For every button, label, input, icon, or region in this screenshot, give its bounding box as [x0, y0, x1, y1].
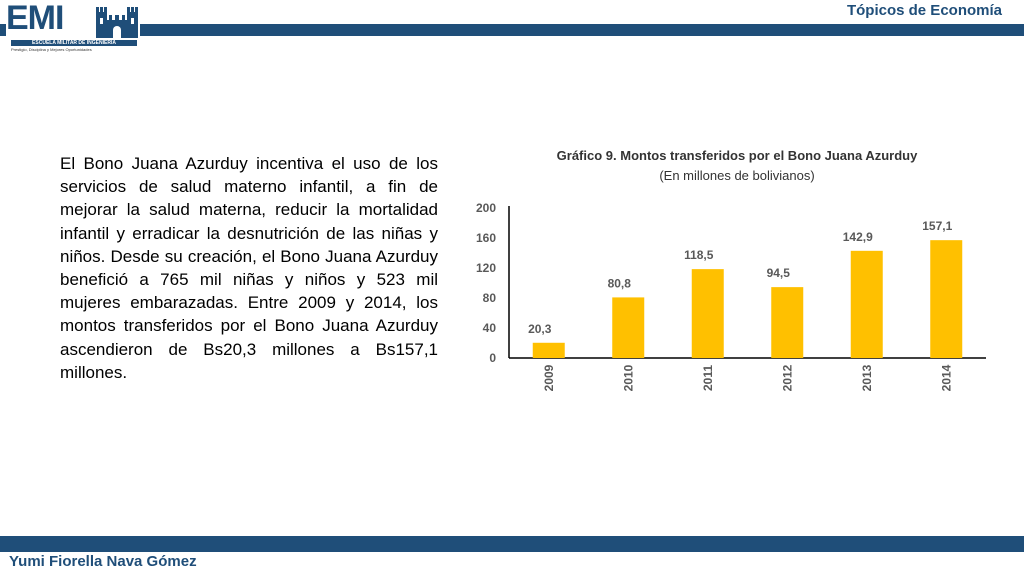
chart-title: Gráfico 9. Montos transferidos por el Bo… — [556, 148, 918, 163]
bar-2010 — [612, 297, 645, 358]
y-tick-label: 120 — [476, 261, 496, 275]
x-tick-label: 2010 — [621, 364, 635, 391]
logo-wordmark: EMI — [6, 0, 64, 37]
logo-motto: Prestigio, Disciplina y Mejores Oportuni… — [11, 47, 92, 52]
x-tick-label: 2009 — [542, 364, 556, 391]
author-name: Yumi Fiorella Nava Gómez — [9, 553, 197, 570]
chart-subtitle: (En millones de bolivianos) — [659, 168, 815, 183]
data-label: 20,3 — [528, 322, 552, 336]
course-title: Tópicos de Economía — [846, 2, 1002, 19]
y-tick-label: 160 — [476, 231, 496, 245]
y-tick-label: 200 — [476, 201, 496, 215]
body-paragraph: El Bono Juana Azurduy incentiva el uso d… — [60, 154, 438, 382]
bar-chart: 0 40 80 120 160 200 20,3 2009 80,8 2010 118,5 2011 9… — [476, 201, 986, 391]
data-label: 94,5 — [767, 266, 791, 280]
footer-bar — [0, 536, 1024, 552]
data-label: 142,9 — [843, 230, 873, 244]
x-tick-label: 2014 — [939, 364, 953, 391]
emi-logo: EMI ESCUELA MILITAR DE INGENIERIA Presti… — [6, 0, 140, 53]
data-label: 118,5 — [684, 248, 714, 262]
bar-2013 — [850, 250, 883, 358]
y-tick-label: 40 — [483, 321, 497, 335]
bar-2011 — [691, 269, 724, 358]
y-tick-label: 0 — [489, 351, 496, 365]
x-tick-label: 2011 — [701, 365, 715, 391]
header-bar — [0, 24, 1024, 36]
logo-subtitle: ESCUELA MILITAR DE INGENIERIA — [11, 40, 137, 46]
bar-2012 — [771, 287, 804, 358]
castle-icon — [96, 7, 138, 38]
x-tick-label: 2012 — [780, 364, 794, 391]
data-label: 80,8 — [608, 276, 632, 290]
y-tick-label: 80 — [483, 291, 497, 305]
data-label: 157,1 — [922, 219, 952, 233]
bar-2009 — [532, 342, 565, 358]
x-tick-label: 2013 — [860, 364, 874, 391]
bar-2014 — [930, 240, 963, 358]
